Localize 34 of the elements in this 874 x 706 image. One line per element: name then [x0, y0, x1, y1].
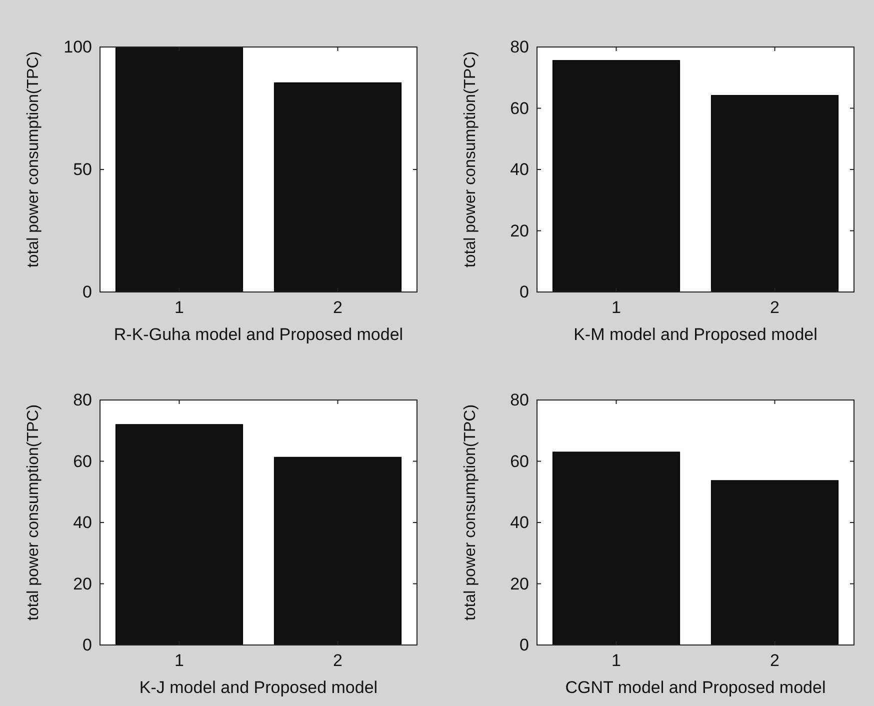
- y-tick-label: 80: [73, 390, 92, 410]
- y-tick-label: 50: [73, 160, 92, 179]
- y-tick-label: 80: [510, 38, 529, 56]
- y-axis-title: total power consumption(TPC): [25, 51, 42, 268]
- x-tick-label: 2: [770, 298, 780, 317]
- x-tick-label: 1: [174, 298, 184, 317]
- y-tick-label: 100: [64, 38, 92, 56]
- x-tick-label: 1: [174, 651, 184, 670]
- x-tick-label: 2: [770, 651, 780, 670]
- x-tick-label: 2: [333, 298, 342, 317]
- y-axis-title: total power consumption(TPC): [25, 404, 42, 621]
- y-tick-label: 40: [510, 160, 529, 179]
- y-axis-title: total power consumption(TPC): [462, 51, 479, 268]
- y-tick-label: 20: [510, 221, 529, 240]
- y-tick-label: 0: [520, 282, 529, 302]
- y-tick-label: 80: [510, 390, 529, 410]
- x-axis-title: CGNT model and Proposed model: [565, 678, 826, 697]
- y-tick-label: 40: [510, 513, 529, 532]
- y-tick-label: 0: [520, 636, 529, 654]
- y-tick-label: 40: [73, 513, 92, 532]
- y-tick-label: 60: [510, 452, 529, 471]
- y-tick-label: 60: [73, 452, 92, 471]
- x-tick-label: 2: [333, 651, 342, 670]
- x-axis-title: K-M model and Proposed model: [574, 325, 818, 344]
- x-axis-title: R-K-Guha model and Proposed model: [114, 325, 404, 344]
- y-tick-label: 0: [82, 282, 92, 302]
- y-axis-title: total power consumption(TPC): [462, 404, 479, 621]
- y-tick-label: 20: [510, 574, 529, 594]
- y-tick-label: 20: [73, 574, 92, 594]
- y-tick-label: 60: [510, 98, 529, 118]
- y-tick-label: 0: [82, 636, 92, 654]
- x-tick-label: 1: [612, 651, 621, 670]
- x-tick-label: 1: [612, 298, 621, 317]
- x-axis-title: K-J model and Proposed model: [139, 678, 378, 697]
